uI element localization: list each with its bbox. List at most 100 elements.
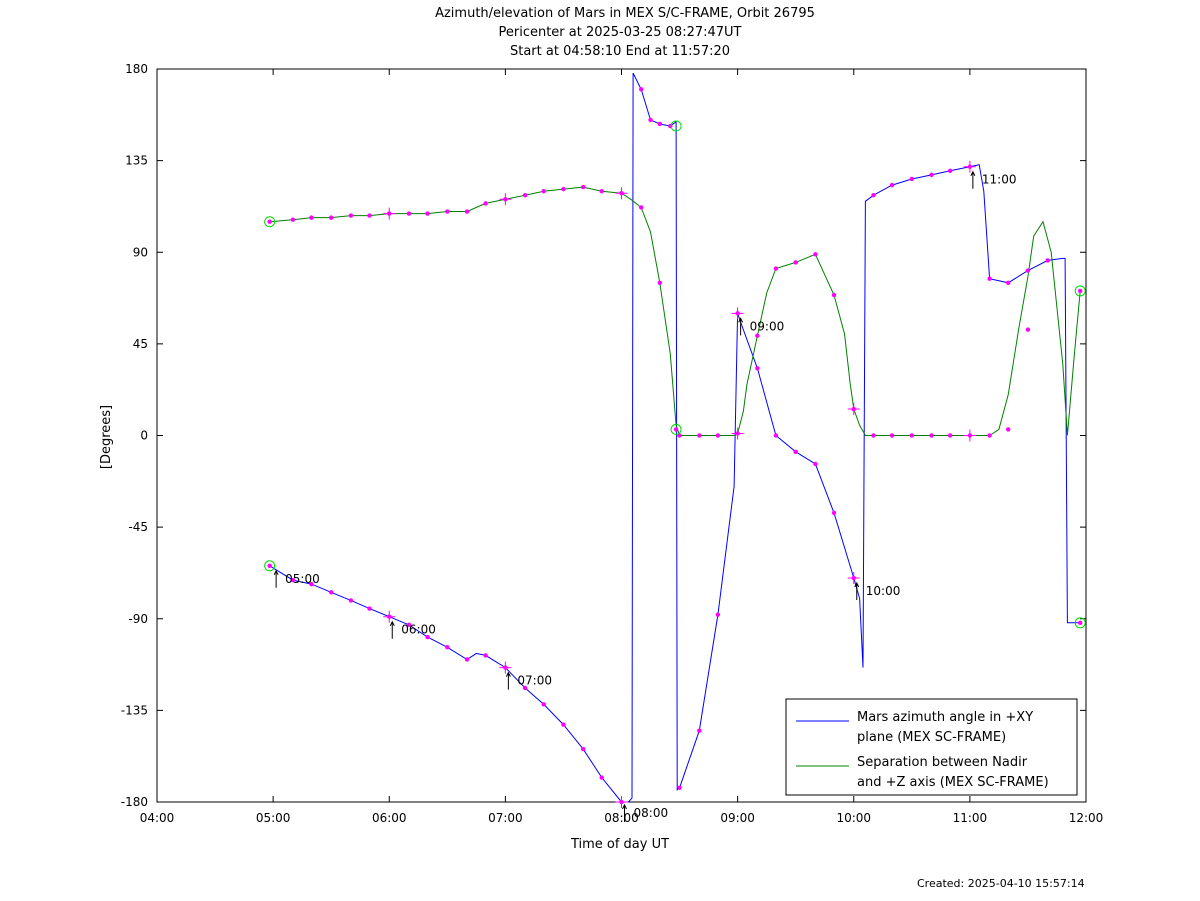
data-point-marker [328,590,334,595]
hour-annotation-arrow [505,671,511,690]
hour-annotation-label: 05:00 [285,572,320,586]
data-point-marker [464,657,470,662]
data-point-marker [715,612,721,617]
hour-cross-marker [615,187,628,200]
legend-box [785,698,1078,796]
data-point-marker [1045,258,1050,263]
data-point-marker [580,746,586,752]
endpoint-circle-marker [670,423,682,435]
chart-subtitle-time-range: Start at 04:58:10 End at 11:57:20 [510,44,730,59]
data-point-marker [309,581,314,587]
x-tick-label: 07:00 [488,811,523,825]
hour-annotation-label: 06:00 [401,623,436,637]
hour-cross-marker [499,661,512,674]
hour-annotation-label: 07:00 [517,674,552,688]
y-tick-label: -180 [121,795,148,809]
data-point-marker [267,563,272,569]
data-point-marker [987,276,992,281]
hour-annotation-arrow [622,803,627,822]
data-point-marker [677,785,682,790]
data-point-marker [348,598,354,603]
x-tick-label: 05:00 [256,811,291,825]
data-point-marker [1077,620,1083,626]
y-tick-label: 90 [133,245,148,259]
x-tick-label: 10:00 [836,811,871,825]
y-tick-label: 45 [133,337,148,351]
legend-separation-line2: and +Z axis (MEX SC-FRAME) [857,775,1049,790]
data-point-marker [793,260,798,265]
data-point-marker [1005,280,1011,285]
data-point-marker [367,606,372,611]
azimuth-line [269,72,1081,803]
y-tick-label: 0 [140,429,148,443]
data-point-marker [813,461,818,467]
data-point-marker [773,266,779,271]
data-point-marker [947,433,953,438]
hour-annotations: 05:00 06:00 07:00 08:00 09:00 10:00 11:00 [273,170,1017,822]
endpoint-circle-marker [1074,285,1086,297]
x-axis-label: Time of day UT [570,837,669,852]
hour-cross-marker [847,572,860,585]
data-point-marker [309,215,314,220]
endpoint-circle-marker [670,120,682,132]
data-point-marker [445,209,450,214]
data-point-marker [793,449,798,454]
hour-cross-marker [963,160,976,173]
hour-annotation-label: 11:00 [982,173,1017,187]
x-tick-label: 08:00 [604,811,639,825]
data-point-marker [267,219,272,224]
data-point-marker [406,622,412,628]
data-point-marker [328,215,334,220]
data-point-marker [909,176,915,182]
data-point-marker [522,685,528,691]
data-point-marker [657,121,663,127]
hour-annotation-label: 09:00 [750,319,785,333]
hour-cross-marker [615,796,628,808]
series-lines [269,72,1081,803]
data-point-marker [987,433,992,438]
legend-azimuth-line2: plane (MEX SC-FRAME) [857,730,1006,745]
created-timestamp: Created: 2025-04-10 15:57:14 [917,877,1085,890]
hour-annotation-arrow [854,581,860,601]
axis-ticks: 04:00 05:00 06:00 07:00 08:00 09:00 10:00 11:00… [121,62,1104,825]
data-point-marker [929,172,934,178]
data-point-marker [464,209,470,214]
data-point-marker [541,188,546,194]
data-point-marker [541,702,546,707]
data-point-marker [561,722,566,727]
data-point-marker [367,213,372,218]
data-point-marker [290,217,296,222]
data-point-marker [580,184,586,190]
data-point-marker [755,333,760,338]
hour-annotation-label: 08:00 [634,806,669,820]
hour-annotation-arrow [970,170,976,189]
data-point-marker [561,186,566,192]
data-point-marker [348,213,354,218]
legend-separation-line1: Separation between Nadir [857,755,1028,770]
x-tick-label: 09:00 [720,811,755,825]
data-point-marker [755,366,760,371]
data-point-marker [677,433,682,438]
data-point-marker [1025,268,1031,273]
hour-cross-marker [383,207,396,220]
data-point-marker [697,728,702,733]
data-point-marker [929,433,934,438]
hour-cross-marker [731,307,744,320]
data-point-marker [599,775,604,780]
data-point-marker [483,201,488,206]
y-tick-label: -135 [121,703,148,717]
hour-cross-marker [731,427,744,440]
data-point-marker [715,433,721,438]
legend-azimuth-line1: Mars azimuth angle in +XY [857,710,1033,725]
data-point-marker [639,205,644,210]
data-point-marker [831,292,837,298]
y-tick-label: -90 [128,612,148,626]
hour-annotation-arrow [273,569,279,588]
data-point-marker [483,653,488,658]
data-point-marker [773,433,779,438]
data-point-marker [1077,288,1083,294]
data-point-marker [639,87,644,92]
data-point-marker [831,510,837,516]
data-point-marker [947,168,953,174]
